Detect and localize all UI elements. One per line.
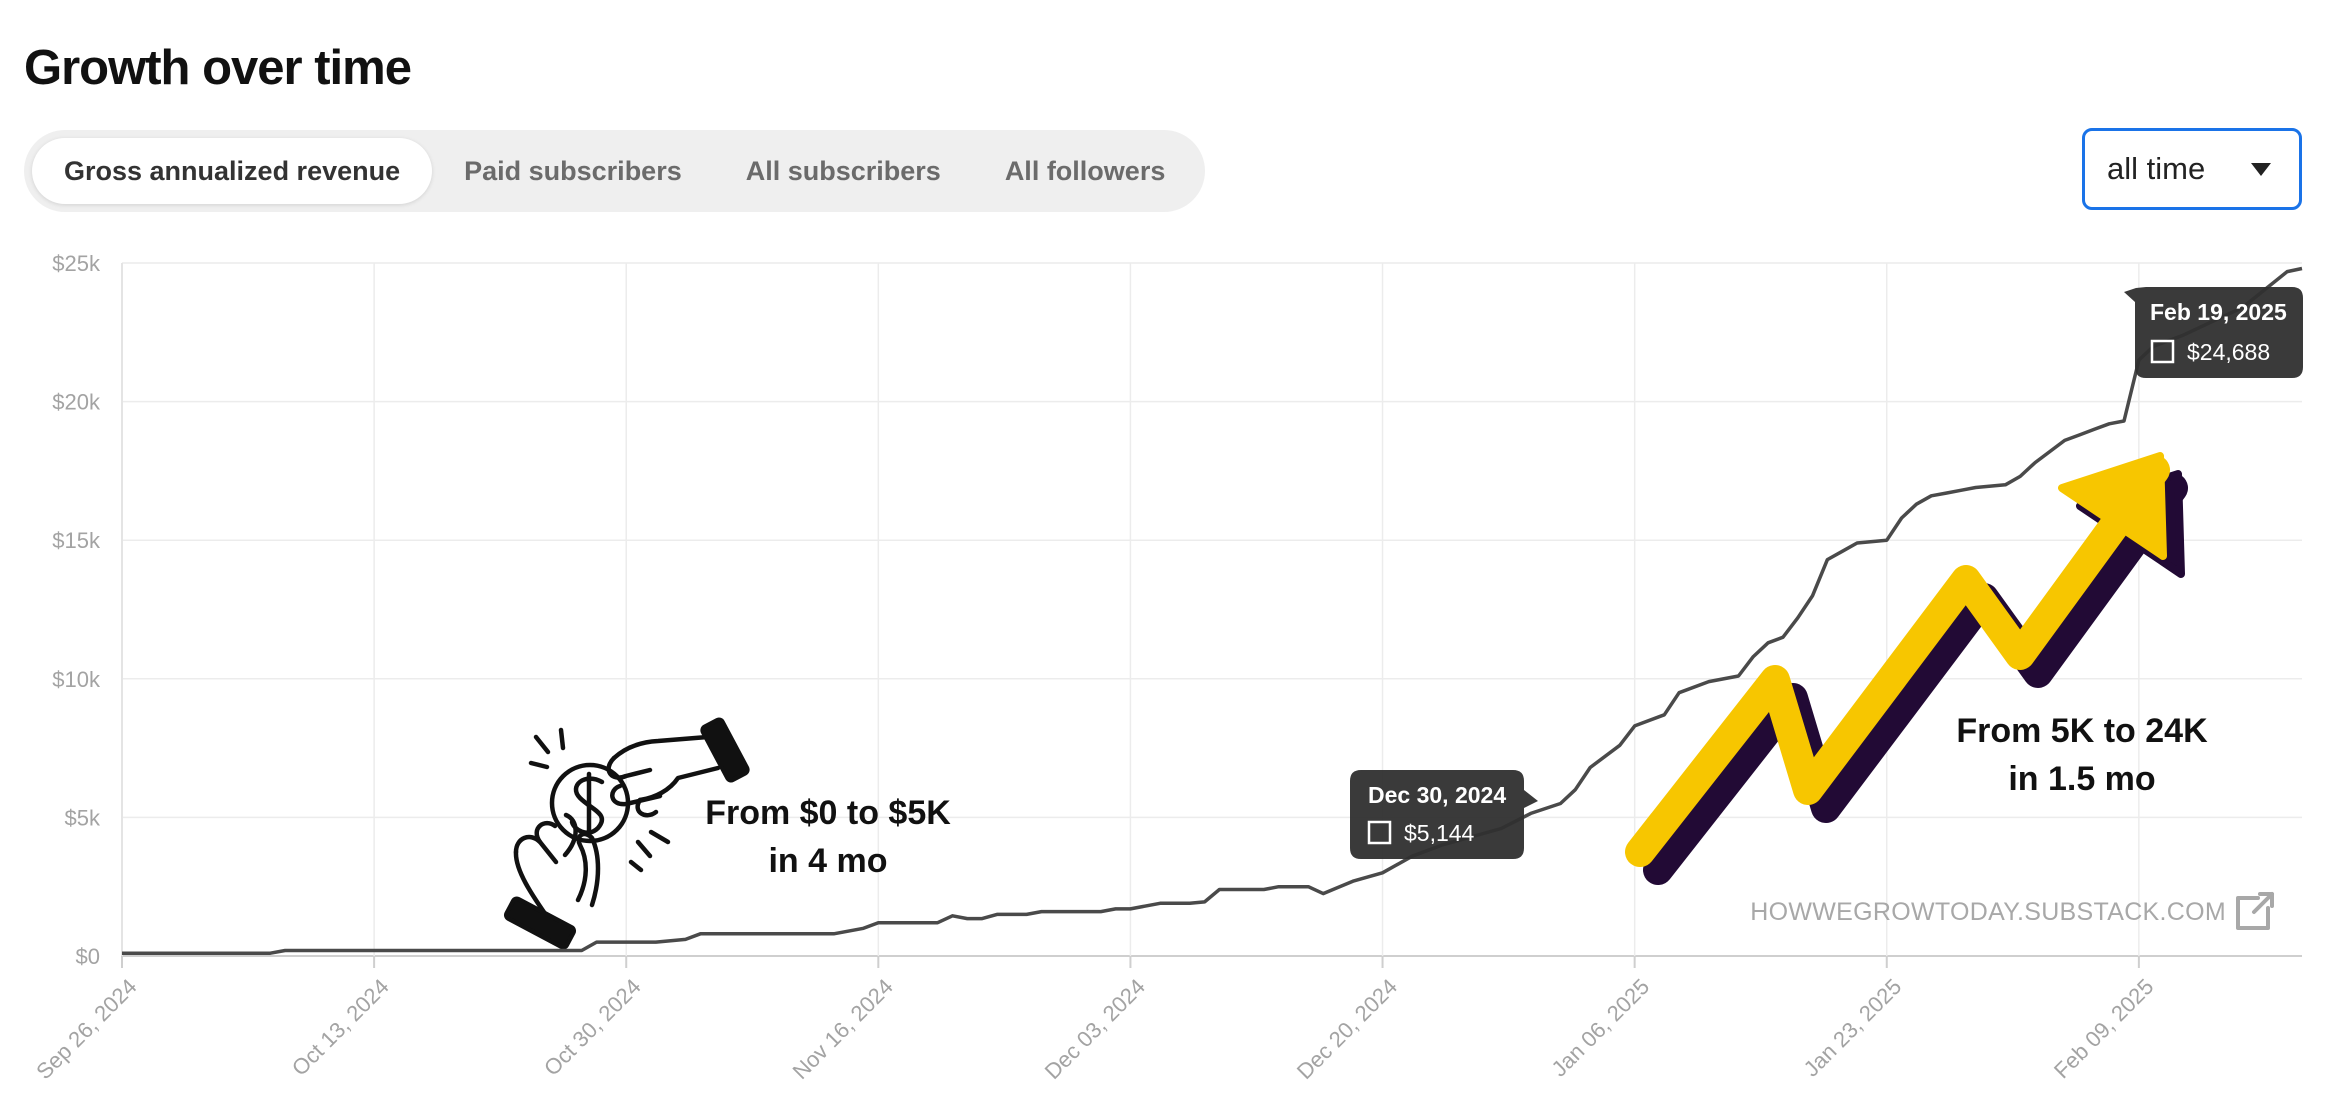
y-tick-label: $25k [52,251,101,276]
watermark: HOWWEGROWTODAY.SUBSTACK.COM [1750,898,2226,926]
x-tick-label: Sep 26, 2024 [31,974,141,1084]
series-swatch-icon [1367,820,1392,845]
series-line-group [122,266,2303,955]
metric-tabs: Gross annualized revenue Paid subscriber… [24,130,1206,212]
y-tick-label: $10k [52,667,101,692]
growth-arrow-icon [1625,452,2188,885]
x-tick-label: Dec 20, 2024 [1292,974,1402,1084]
x-tick-label: Nov 16, 2024 [788,974,898,1084]
series-line [122,266,2303,955]
x-tick-label: Jan 06, 2025 [1547,974,1655,1082]
x-tick-label: Feb 09, 2025 [2049,974,2158,1083]
time-range-select[interactable]: all time [2082,128,2302,210]
y-tick-label: $15k [52,528,101,553]
annotation-second-line-1: From 5K to 24K [1956,712,2208,750]
y-tick-label: $5k [65,805,101,830]
caret-down-icon [2251,162,2271,176]
tooltip-date: Dec 30, 2024 [1368,782,1506,808]
time-range-value: all time [2107,151,2206,186]
annotation-first-line-2: in 4 mo [768,842,887,880]
x-tick-label: Oct 30, 2024 [539,974,646,1081]
page-title: Growth over time [24,41,412,95]
y-tick-label: $0 [76,944,100,969]
x-tick-label: Jan 23, 2025 [1799,974,1907,1082]
tooltip-feb-19: Feb 19, 2025 $24,688 [2124,287,2303,378]
tab-all-subscribers[interactable]: All subscribers [745,155,941,186]
hands-exchanging-coin-icon [503,717,750,950]
external-link-icon[interactable] [2236,892,2274,930]
chart-grid [121,262,2302,968]
tooltip-date: Feb 19, 2025 [2150,299,2287,325]
tab-all-followers[interactable]: All followers [1004,155,1166,186]
y-axis: $0 $5k $10k $15k $20k $25k [52,251,101,969]
annotation-first-line-1: From $0 to $5K [705,794,951,832]
tab-gross-annualized-revenue[interactable]: Gross annualized revenue [32,138,433,204]
tooltip-dec-30: Dec 30, 2024 $5,144 [1350,770,1538,859]
x-tick-label: Dec 03, 2024 [1040,974,1150,1084]
tooltip-value: $24,688 [2187,339,2270,365]
tab-paid-subscribers[interactable]: Paid subscribers [464,155,682,186]
tooltip-value: $5,144 [1404,820,1475,846]
x-axis: Sep 26, 2024 Oct 13, 2024 Oct 30, 2024 Nov … [31,974,2158,1084]
series-swatch-icon [2150,339,2175,364]
annotation-second-line-2: in 1.5 mo [2008,760,2155,798]
x-tick-label: Oct 13, 2024 [287,974,394,1081]
y-tick-label: $20k [52,390,101,415]
